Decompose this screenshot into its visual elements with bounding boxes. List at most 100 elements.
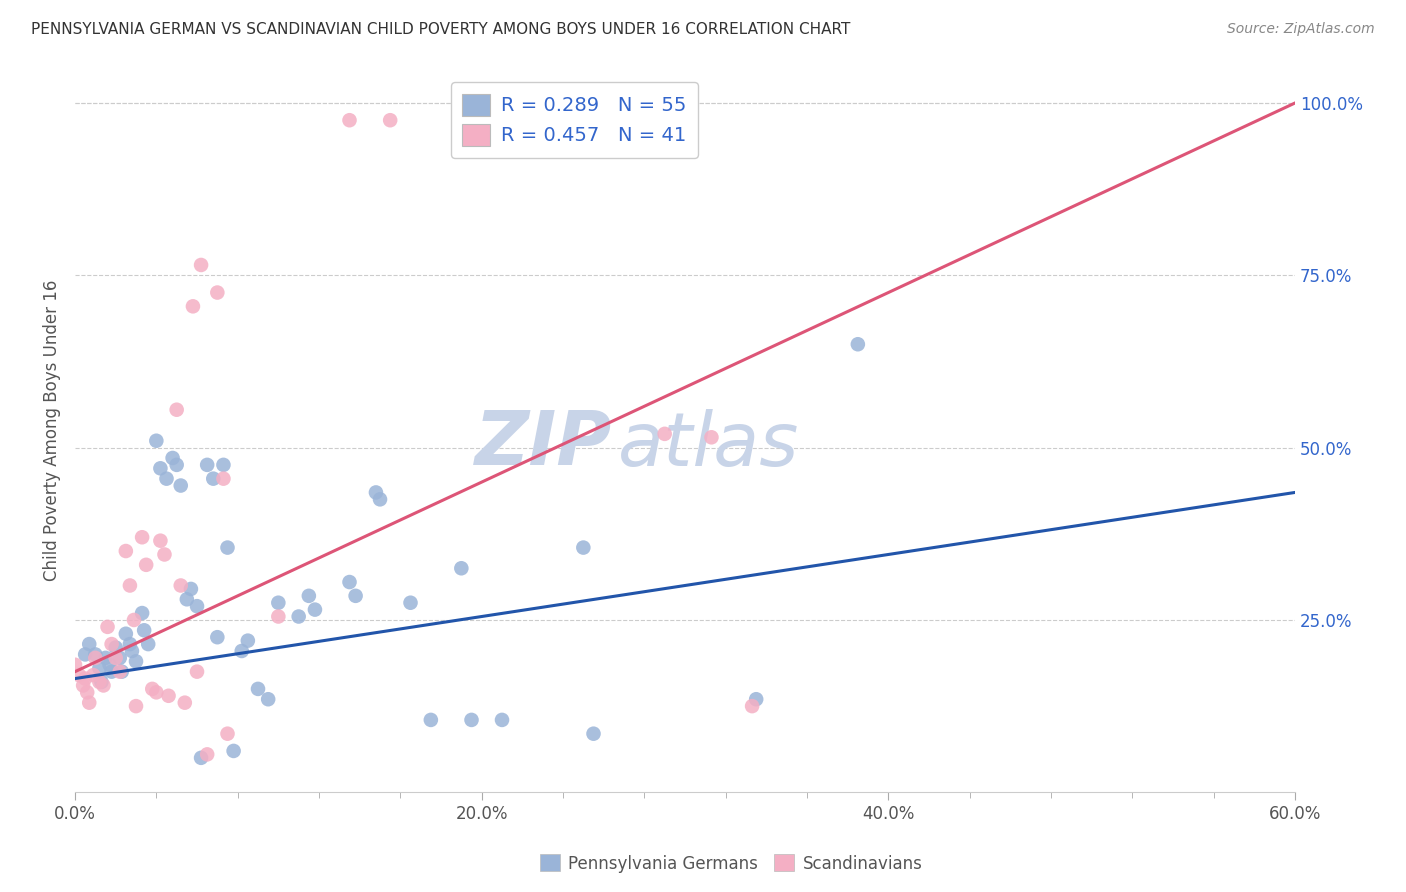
Point bbox=[115, 626, 138, 640]
Point bbox=[166, 458, 188, 472]
Point bbox=[98, 657, 121, 672]
Legend: R = 0.289   N = 55, R = 0.457   N = 41: R = 0.289 N = 55, R = 0.457 N = 41 bbox=[451, 82, 699, 158]
Point bbox=[207, 285, 229, 300]
Point bbox=[572, 541, 595, 555]
Text: atlas: atlas bbox=[617, 409, 799, 481]
Point bbox=[84, 651, 107, 665]
Point bbox=[212, 472, 235, 486]
Point bbox=[195, 747, 218, 762]
Point bbox=[654, 426, 676, 441]
Point bbox=[100, 665, 122, 679]
Point bbox=[94, 651, 117, 665]
Point bbox=[111, 665, 134, 679]
Text: Source: ZipAtlas.com: Source: ZipAtlas.com bbox=[1227, 22, 1375, 37]
Point bbox=[153, 548, 176, 562]
Point bbox=[582, 727, 605, 741]
Point bbox=[135, 558, 157, 572]
Point bbox=[75, 672, 97, 686]
Point bbox=[287, 609, 309, 624]
Point bbox=[157, 689, 180, 703]
Point bbox=[399, 596, 422, 610]
Point bbox=[93, 678, 115, 692]
Point bbox=[76, 685, 98, 699]
Point bbox=[63, 657, 86, 672]
Point bbox=[257, 692, 280, 706]
Point bbox=[131, 530, 153, 544]
Point bbox=[118, 578, 141, 592]
Point bbox=[121, 644, 143, 658]
Point bbox=[166, 402, 188, 417]
Point bbox=[267, 609, 290, 624]
Point bbox=[190, 258, 212, 272]
Point bbox=[339, 113, 361, 128]
Point bbox=[125, 699, 148, 714]
Point bbox=[217, 541, 239, 555]
Point bbox=[450, 561, 472, 575]
Point bbox=[149, 461, 172, 475]
Point bbox=[741, 699, 763, 714]
Point bbox=[745, 692, 768, 706]
Point bbox=[134, 624, 156, 638]
Point bbox=[236, 633, 259, 648]
Point bbox=[89, 661, 111, 675]
Point bbox=[368, 492, 391, 507]
Text: ZIP: ZIP bbox=[475, 409, 612, 482]
Point bbox=[125, 654, 148, 668]
Point bbox=[122, 613, 145, 627]
Point bbox=[491, 713, 513, 727]
Point bbox=[115, 544, 138, 558]
Point bbox=[181, 299, 204, 313]
Point bbox=[231, 644, 253, 658]
Point bbox=[267, 596, 290, 610]
Point bbox=[202, 472, 225, 486]
Point bbox=[700, 430, 723, 444]
Point bbox=[222, 744, 245, 758]
Point bbox=[364, 485, 387, 500]
Y-axis label: Child Poverty Among Boys Under 16: Child Poverty Among Boys Under 16 bbox=[44, 280, 60, 581]
Point bbox=[380, 113, 402, 128]
Point bbox=[141, 681, 163, 696]
Point bbox=[304, 602, 326, 616]
Point bbox=[108, 651, 131, 665]
Point bbox=[104, 640, 127, 655]
Point bbox=[67, 668, 90, 682]
Point bbox=[136, 637, 159, 651]
Point bbox=[77, 637, 100, 651]
Point bbox=[90, 675, 112, 690]
Point bbox=[96, 620, 118, 634]
Point bbox=[104, 651, 127, 665]
Point bbox=[75, 648, 97, 662]
Text: PENNSYLVANIA GERMAN VS SCANDINAVIAN CHILD POVERTY AMONG BOYS UNDER 16 CORRELATIO: PENNSYLVANIA GERMAN VS SCANDINAVIAN CHIL… bbox=[31, 22, 851, 37]
Point bbox=[190, 751, 212, 765]
Point bbox=[145, 434, 167, 448]
Point bbox=[145, 685, 167, 699]
Point bbox=[108, 665, 131, 679]
Point bbox=[89, 675, 111, 690]
Point bbox=[180, 582, 202, 596]
Point bbox=[186, 665, 208, 679]
Point bbox=[207, 630, 229, 644]
Point bbox=[247, 681, 270, 696]
Point bbox=[162, 450, 184, 465]
Point bbox=[195, 458, 218, 472]
Point bbox=[82, 668, 104, 682]
Point bbox=[118, 637, 141, 651]
Point bbox=[298, 589, 321, 603]
Point bbox=[84, 648, 107, 662]
Point bbox=[176, 592, 198, 607]
Point bbox=[344, 589, 367, 603]
Point bbox=[217, 727, 239, 741]
Point bbox=[170, 578, 193, 592]
Point bbox=[131, 606, 153, 620]
Point bbox=[77, 696, 100, 710]
Point bbox=[100, 637, 122, 651]
Legend: Pennsylvania Germans, Scandinavians: Pennsylvania Germans, Scandinavians bbox=[533, 847, 929, 880]
Point bbox=[460, 713, 482, 727]
Point bbox=[173, 696, 195, 710]
Point bbox=[155, 472, 177, 486]
Point bbox=[846, 337, 869, 351]
Point bbox=[186, 599, 208, 614]
Point bbox=[149, 533, 172, 548]
Point bbox=[339, 575, 361, 590]
Point bbox=[212, 458, 235, 472]
